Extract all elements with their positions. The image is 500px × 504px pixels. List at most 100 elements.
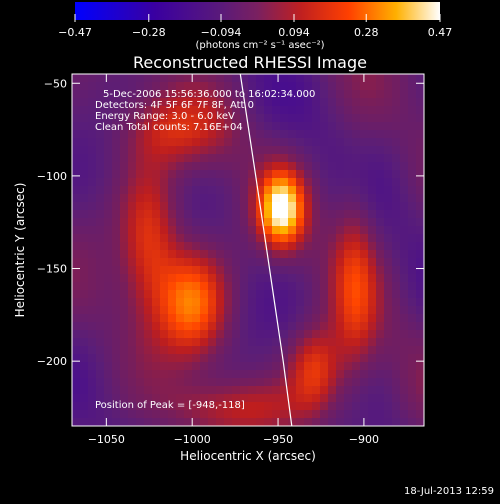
heatmap-cell — [144, 202, 153, 211]
heatmap-cell — [176, 114, 185, 123]
heatmap-cell — [256, 234, 265, 243]
heatmap-cell — [352, 362, 361, 371]
heatmap-cell — [216, 306, 225, 315]
heatmap-cell — [256, 306, 265, 315]
heatmap-cell — [72, 146, 81, 155]
heatmap-cell — [176, 218, 185, 227]
heatmap-cell — [280, 194, 289, 203]
heatmap-cell — [272, 186, 281, 195]
heatmap-cell — [232, 266, 241, 275]
heatmap-cell — [88, 394, 97, 403]
heatmap-cell — [240, 146, 249, 155]
heatmap-cell — [392, 386, 401, 395]
heatmap-cell — [264, 354, 273, 363]
heatmap-cell — [344, 234, 353, 243]
heatmap-cell — [224, 314, 233, 323]
heatmap-cell — [208, 218, 217, 227]
heatmap-cell — [80, 106, 89, 115]
heatmap-cell — [264, 218, 273, 227]
heatmap-cell — [88, 266, 97, 275]
heatmap-cell — [192, 338, 201, 347]
heatmap-cell — [360, 378, 369, 387]
heatmap-cell — [264, 138, 273, 147]
heatmap-cell — [288, 218, 297, 227]
heatmap-cell — [96, 386, 105, 395]
heatmap-cell — [248, 258, 257, 267]
heatmap-cell — [160, 98, 169, 107]
heatmap-cell — [360, 290, 369, 299]
heatmap-cell — [360, 82, 369, 91]
heatmap-cell — [192, 354, 201, 363]
heatmap-cell — [360, 226, 369, 235]
heatmap-cell — [240, 74, 249, 83]
heatmap-cell — [280, 202, 289, 211]
heatmap-cell — [128, 402, 137, 411]
heatmap-cell — [216, 218, 225, 227]
heatmap-cell — [392, 194, 401, 203]
heatmap-cell — [128, 194, 137, 203]
heatmap-cell — [360, 362, 369, 371]
heatmap-cell — [256, 210, 265, 219]
heatmap-cell — [400, 346, 409, 355]
heatmap-cell — [328, 146, 337, 155]
heatmap-cell — [240, 298, 249, 307]
heatmap-cell — [80, 266, 89, 275]
heatmap-cell — [120, 122, 129, 131]
heatmap-cell — [200, 290, 209, 299]
heatmap-cell — [272, 210, 281, 219]
heatmap-cell — [312, 138, 321, 147]
heatmap-cell — [368, 242, 377, 251]
heatmap-cell — [168, 226, 177, 235]
heatmap-cell — [272, 330, 281, 339]
heatmap-cell — [360, 402, 369, 411]
heatmap-cell — [232, 154, 241, 163]
heatmap-cell — [112, 370, 121, 379]
heatmap-cell — [120, 362, 129, 371]
heatmap-cell — [160, 242, 169, 251]
heatmap-cell — [208, 178, 217, 187]
heatmap-cell — [288, 354, 297, 363]
heatmap-cell — [400, 130, 409, 139]
heatmap-cell — [288, 170, 297, 179]
heatmap-cell — [352, 402, 361, 411]
heatmap-cell — [216, 130, 225, 139]
heatmap-cell — [344, 210, 353, 219]
heatmap-cell — [216, 122, 225, 131]
heatmap-cell — [224, 282, 233, 291]
heatmap-cell — [344, 154, 353, 163]
heatmap-cell — [368, 74, 377, 83]
heatmap-cell — [96, 418, 105, 426]
heatmap-cell — [264, 98, 273, 107]
heatmap-cell — [136, 74, 145, 83]
heatmap-cell — [144, 386, 153, 395]
heatmap-cell — [384, 170, 393, 179]
heatmap-cell — [168, 410, 177, 419]
heatmap-cell — [352, 114, 361, 123]
heatmap-cell — [128, 386, 137, 395]
heatmap-cell — [224, 274, 233, 283]
heatmap-cell — [200, 122, 209, 131]
heatmap-cell — [288, 266, 297, 275]
heatmap-cell — [184, 354, 193, 363]
heatmap-cell — [240, 274, 249, 283]
heatmap-cell — [232, 386, 241, 395]
heatmap-cell — [360, 194, 369, 203]
heatmap-cell — [280, 130, 289, 139]
heatmap-cell — [336, 106, 345, 115]
heatmap-cell — [152, 178, 161, 187]
heatmap-cell — [224, 162, 233, 171]
heatmap-cell — [96, 322, 105, 331]
heatmap-cell — [296, 130, 305, 139]
heatmap-cell — [352, 162, 361, 171]
heatmap-cell — [256, 354, 265, 363]
heatmap-cell — [376, 146, 385, 155]
heatmap-cell — [304, 218, 313, 227]
heatmap-cell — [368, 162, 377, 171]
heatmap-cell — [144, 138, 153, 147]
heatmap-cell — [312, 290, 321, 299]
heatmap-cell — [240, 130, 249, 139]
heatmap-cell — [248, 418, 257, 426]
heatmap-cell — [416, 346, 424, 355]
heatmap-cell — [312, 82, 321, 91]
heatmap-cell — [392, 234, 401, 243]
